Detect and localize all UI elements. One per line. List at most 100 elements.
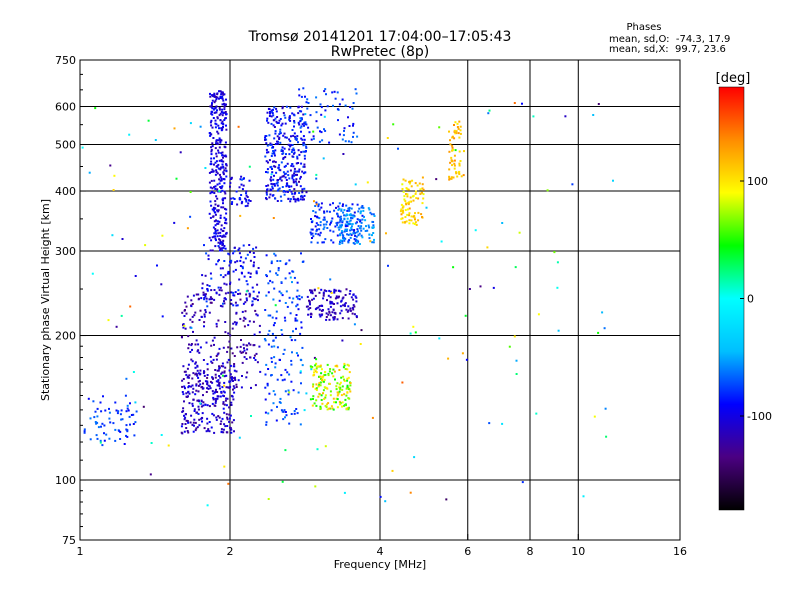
data-point [291,270,294,273]
data-point [264,411,267,414]
data-point [324,129,327,132]
data-point [216,391,219,393]
data-point [214,119,217,122]
data-point [340,208,343,211]
data-point [205,252,208,255]
data-point [557,329,560,332]
data-point [403,221,406,224]
data-point [408,182,411,185]
data-point [218,97,220,100]
data-point [288,148,291,151]
data-point [440,240,443,243]
data-point [196,399,199,402]
data-point [346,209,349,212]
data-point [115,325,118,328]
data-point [338,289,341,292]
data-point [300,151,303,154]
data-point [338,400,341,403]
data-point [329,305,332,308]
data-point [193,418,196,421]
data-point [404,200,407,203]
data-point [215,380,218,383]
data-point [345,404,347,407]
data-point [272,160,274,163]
data-point [276,142,279,145]
data-point [216,93,219,96]
data-point [210,426,213,429]
data-point [276,122,279,124]
data-point [272,390,275,393]
data-point [185,312,188,315]
data-point [191,348,193,351]
data-point [556,286,559,289]
data-point [291,112,294,115]
data-point [89,438,92,441]
data-point [253,344,256,347]
data-point [303,187,306,190]
data-point [275,272,278,275]
data-point [270,357,273,360]
data-point [214,203,217,206]
data-point [295,182,298,185]
data-point [294,191,297,194]
data-point [182,323,185,326]
data-point [247,324,250,327]
data-point [265,274,268,276]
data-point [298,123,301,126]
data-point [214,235,217,238]
data-point [208,311,211,314]
data-point [184,309,186,311]
data-point [322,294,325,297]
data-point [421,202,424,205]
data-point [256,283,259,286]
data-point [322,380,325,383]
data-point [320,399,323,401]
data-point [220,365,223,368]
data-point [296,155,299,158]
data-point [263,338,266,340]
data-point [311,232,314,235]
data-point [342,296,345,299]
data-point [211,236,214,239]
data-point [457,127,460,130]
data-point [209,216,212,219]
data-point [220,241,223,244]
data-point [273,252,276,255]
data-point [215,292,218,295]
y-tick-label: 100 [55,474,76,487]
data-point [243,275,246,278]
data-point [332,397,335,400]
data-point [326,210,329,213]
data-point [268,392,271,395]
data-point [302,260,305,263]
data-point [352,298,355,301]
data-point [128,415,131,418]
data-point [326,363,329,366]
data-point [226,397,229,400]
data-point [248,292,251,295]
data-point [214,187,217,190]
data-point [312,210,315,212]
data-point [119,430,122,433]
data-point [307,126,310,129]
data-point [269,193,272,196]
data-point [361,205,364,207]
data-point [354,234,357,237]
data-point [501,422,504,425]
data-point [341,240,344,242]
data-point [221,163,224,166]
data-point [173,127,176,130]
data-point [310,291,312,294]
data-point [474,229,477,232]
data-point [311,366,314,368]
data-point [183,324,186,327]
phase-stats-x: mean, sd,X: 99.7, 23.6 [609,44,726,55]
data-point [371,227,374,229]
data-point [293,170,296,173]
data-point [348,220,351,223]
data-point [255,271,258,274]
data-point [292,147,295,150]
data-point [234,301,237,304]
data-point [217,319,220,322]
data-point [272,114,275,117]
